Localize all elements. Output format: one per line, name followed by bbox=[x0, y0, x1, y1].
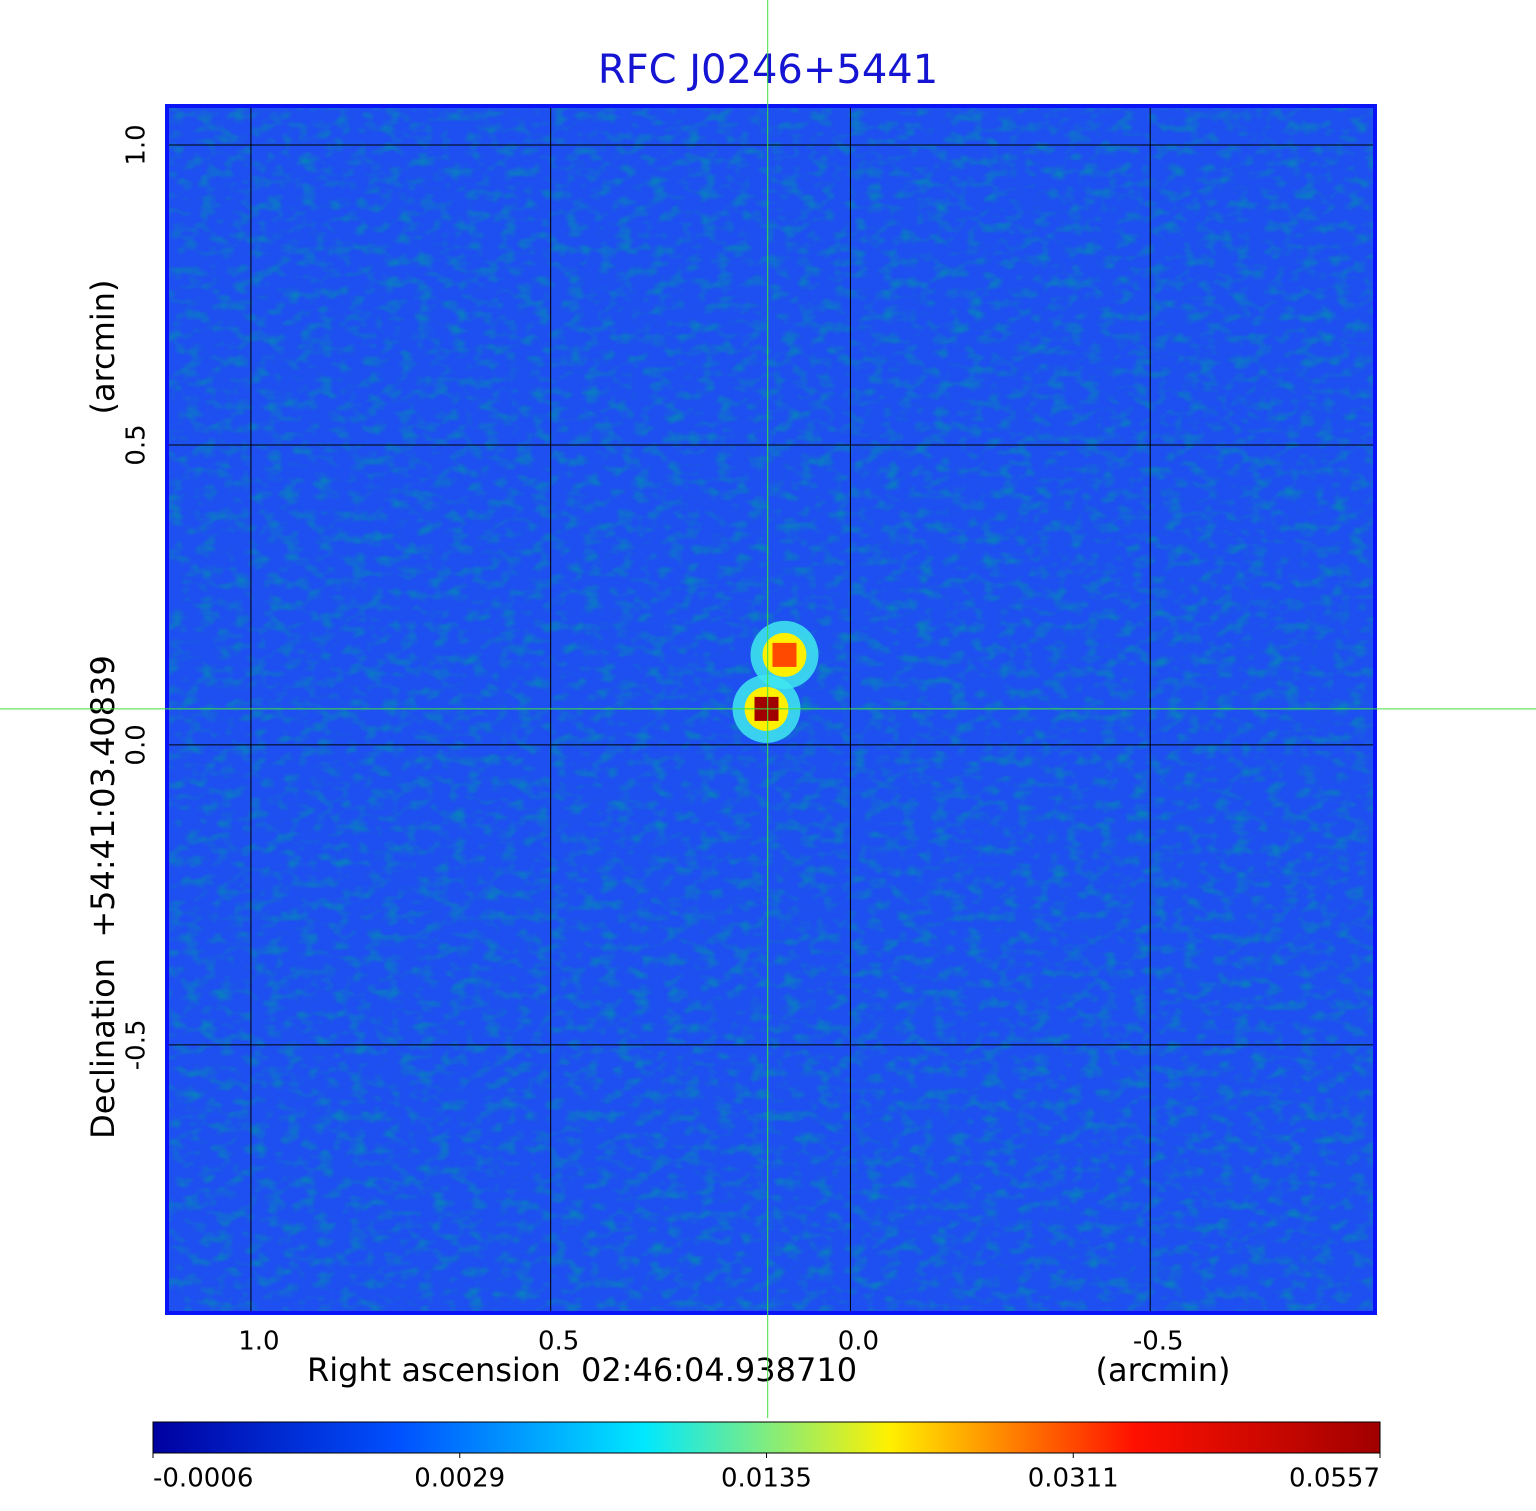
y-tick-label: -0.5 bbox=[122, 1019, 152, 1070]
colorbar-tick-label: -0.0006 bbox=[153, 1464, 253, 1494]
plot-frame bbox=[165, 104, 1377, 1315]
x-tick-label: 0.0 bbox=[838, 1327, 879, 1357]
y-tick-label: 1.0 bbox=[122, 124, 152, 165]
x-tick-label: -0.5 bbox=[1133, 1327, 1184, 1357]
x-axis-unit: (arcmin) bbox=[1096, 1351, 1231, 1389]
y-axis-label: Declination +54:41:03.40839 bbox=[84, 655, 122, 1139]
colorbar-tick-label: 0.0029 bbox=[414, 1464, 505, 1494]
x-tick-label: 0.5 bbox=[538, 1327, 579, 1357]
x-tick-label: 1.0 bbox=[238, 1327, 279, 1357]
colorbar-tick-label: 0.0557 bbox=[1289, 1464, 1380, 1494]
colorbar-tick-label: 0.0135 bbox=[721, 1464, 812, 1494]
source bbox=[772, 642, 797, 667]
colorbar bbox=[152, 1421, 1381, 1454]
y-tick-label: 0.5 bbox=[122, 424, 152, 465]
x-axis-label: Right ascension 02:46:04.938710 bbox=[307, 1351, 857, 1389]
y-tick-label: 0.0 bbox=[122, 724, 152, 765]
y-axis-unit: (arcmin) bbox=[84, 280, 122, 415]
colorbar-tick-label: 0.0311 bbox=[1028, 1464, 1119, 1494]
